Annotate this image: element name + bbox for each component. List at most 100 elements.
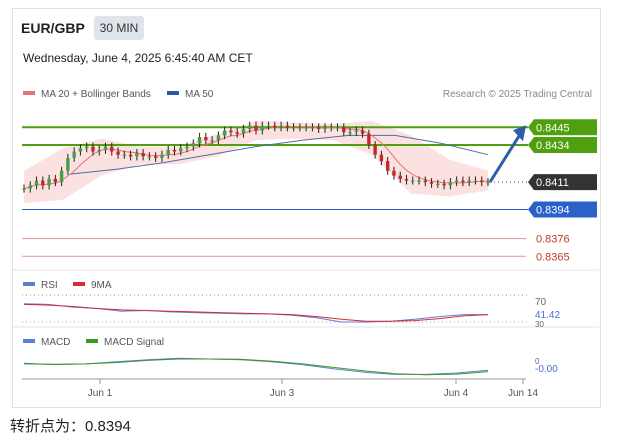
macd-line bbox=[23, 357, 489, 375]
candle-body bbox=[273, 125, 277, 128]
candle-body bbox=[116, 151, 120, 155]
macd-signal-line bbox=[23, 358, 489, 376]
pivot-tag bbox=[528, 201, 597, 218]
candle bbox=[342, 123, 346, 137]
candle bbox=[97, 145, 101, 156]
candle-body bbox=[22, 188, 26, 190]
current-price-label: 0.8411 bbox=[536, 177, 569, 189]
candle-body bbox=[354, 130, 359, 133]
credit-label: Research © 2025 Trading Central bbox=[442, 89, 592, 100]
candle-body bbox=[385, 161, 390, 171]
candle-body bbox=[204, 136, 208, 141]
candle-body bbox=[59, 170, 64, 183]
candle bbox=[216, 131, 221, 145]
candle bbox=[179, 144, 183, 156]
legend-rsi-swatch bbox=[23, 282, 35, 287]
candle-body bbox=[91, 146, 95, 152]
candle bbox=[317, 123, 321, 133]
candle bbox=[85, 142, 89, 153]
candle-body bbox=[53, 178, 58, 183]
candle bbox=[197, 132, 202, 148]
candle-body bbox=[248, 125, 252, 129]
legend-ma50-swatch bbox=[167, 91, 179, 96]
candle bbox=[279, 121, 283, 132]
candle-body bbox=[78, 148, 83, 152]
candle bbox=[467, 176, 471, 187]
candle-body bbox=[172, 149, 177, 152]
candle bbox=[91, 142, 95, 156]
candle-body bbox=[429, 182, 434, 184]
candle-body bbox=[179, 148, 183, 152]
candle-body bbox=[373, 145, 377, 155]
candle bbox=[229, 126, 233, 137]
candle bbox=[241, 124, 246, 138]
candle bbox=[373, 141, 377, 159]
x-axis-tick-label: Jun 14 bbox=[508, 388, 538, 399]
legend-ma20: MA 20 + Bollinger Bands bbox=[23, 89, 151, 100]
candle bbox=[436, 179, 440, 188]
candle bbox=[404, 174, 409, 185]
candle-body bbox=[404, 178, 409, 181]
candle-body bbox=[128, 154, 133, 157]
candle bbox=[59, 166, 64, 187]
candle-body bbox=[298, 127, 302, 129]
candle-body bbox=[379, 154, 384, 162]
candle-body bbox=[317, 127, 321, 129]
candle bbox=[122, 150, 127, 159]
candle bbox=[285, 121, 290, 132]
candle-body bbox=[335, 127, 340, 129]
candle-body bbox=[197, 136, 202, 144]
resistance-label: 0.8434 bbox=[536, 140, 570, 152]
candle-body bbox=[47, 178, 51, 186]
candle bbox=[22, 184, 26, 193]
resistance-tag bbox=[528, 137, 597, 154]
candle bbox=[78, 144, 83, 156]
candle-body bbox=[329, 127, 333, 129]
rsi-9ma-line bbox=[23, 303, 489, 322]
candle bbox=[379, 150, 384, 166]
candle-body bbox=[392, 170, 396, 176]
candle-body bbox=[141, 153, 145, 157]
pivot-label: 0.8394 bbox=[536, 205, 570, 217]
ma50-line bbox=[69, 134, 489, 175]
candle bbox=[47, 174, 51, 190]
candle-body bbox=[229, 130, 233, 133]
candle-body bbox=[260, 125, 264, 131]
candle-body bbox=[473, 180, 478, 182]
symbol-label: EUR/GBP bbox=[21, 20, 85, 36]
candle bbox=[235, 128, 239, 138]
macd-tick-0: 0 bbox=[535, 357, 540, 366]
candle-body bbox=[28, 185, 32, 189]
candle-body bbox=[254, 125, 258, 131]
support-label: 0.8365 bbox=[536, 251, 570, 263]
timeframe-badge[interactable]: 30 MIN bbox=[94, 16, 144, 40]
candle bbox=[110, 142, 114, 156]
candle-body bbox=[235, 132, 239, 134]
candle-body bbox=[285, 125, 290, 128]
macd-value-label: -0.00 bbox=[535, 364, 558, 375]
candle bbox=[486, 178, 490, 187]
candle-body bbox=[160, 154, 164, 158]
candle bbox=[348, 128, 352, 137]
candle-body bbox=[360, 130, 365, 134]
datetime-label: Wednesday, June 4, 2025 6:45:40 AM CET bbox=[23, 51, 253, 65]
candle bbox=[329, 123, 333, 132]
candle bbox=[310, 123, 315, 132]
resistance-tag bbox=[528, 119, 597, 136]
candle bbox=[367, 129, 371, 150]
candle-body bbox=[66, 157, 70, 171]
legend-ma50: MA 50 bbox=[167, 89, 213, 100]
candle bbox=[41, 176, 45, 190]
candle bbox=[454, 176, 459, 187]
candle bbox=[135, 149, 139, 161]
candle-body bbox=[34, 180, 39, 186]
candle bbox=[141, 149, 145, 161]
candle-body bbox=[310, 127, 315, 129]
candle-body bbox=[461, 180, 465, 183]
candle-body bbox=[216, 135, 221, 141]
current-price-tag bbox=[528, 174, 597, 191]
candle bbox=[392, 166, 396, 180]
candle bbox=[360, 126, 365, 138]
candle-body bbox=[480, 180, 484, 183]
candle-body bbox=[222, 130, 227, 136]
